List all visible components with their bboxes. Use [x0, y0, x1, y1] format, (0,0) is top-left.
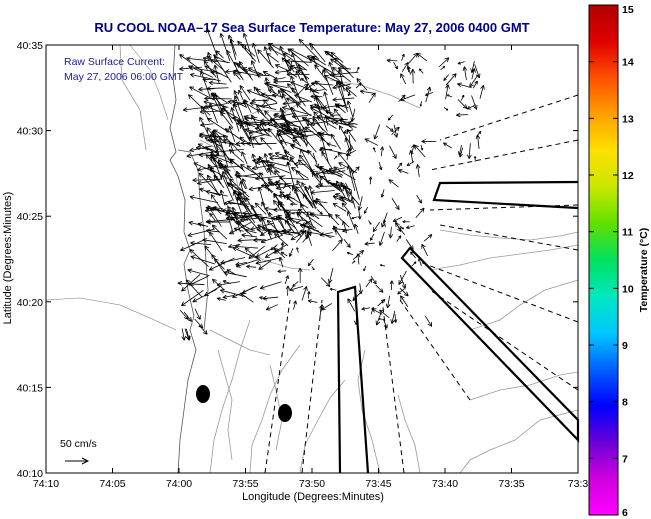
hf-radar-coverage-lines	[264, 94, 579, 474]
colorbar-tick-label: 14	[622, 57, 634, 69]
y-tick-label: 40:25	[17, 211, 43, 223]
current-annotation-line1: Raw Surface Current:	[64, 56, 165, 68]
bathymetry-contours	[119, 44, 579, 474]
y-axis-label: Latitude (Degrees:Minutes)	[2, 192, 14, 325]
colorbar-gradient	[588, 4, 619, 516]
buoy-marker-2	[278, 404, 292, 422]
colorbar-tick-label: 12	[622, 170, 634, 182]
x-tick-label: 73:35	[498, 478, 524, 490]
y-tick-label: 40:35	[17, 40, 43, 52]
y-tick-label: 40:20	[17, 297, 43, 309]
x-tick-label: 73:45	[365, 478, 391, 490]
colorbar-tick-label: 13	[622, 113, 634, 125]
map-title: RU COOL NOAA–17 Sea Surface Temperature:…	[94, 20, 529, 35]
x-tick-label: 73:40	[432, 478, 458, 490]
x-tick-label: 73:50	[299, 478, 325, 490]
colorbar-ticks: 15 14 13 12 11 10 9 8 7 6	[589, 4, 634, 519]
map-plot-area: 74:10 74:05 74:00 73:55 73:50 73:45 73:40 73:35…	[17, 28, 589, 490]
y-tick-label: 40:10	[17, 468, 43, 480]
surface-current-vectors	[177, 28, 485, 341]
colorbar-label: Temperature (°C)	[638, 228, 650, 313]
x-tick-label: 74:05	[99, 478, 125, 490]
current-annotation-line2: May 27, 2006 06:00 GMT	[64, 71, 184, 83]
colorbar-tick-label: 8	[622, 397, 628, 409]
vector-scale-label: 50 cm/s	[60, 438, 97, 450]
x-tick-label: 73:3	[568, 478, 589, 490]
buoy-marker-1	[196, 385, 210, 403]
x-axis-ticks: 74:10 74:05 74:00 73:55 73:50 73:45 73:40 73:35…	[33, 45, 589, 490]
colorbar-tick-label: 11	[622, 227, 633, 239]
colorbar-tick-label: 6	[622, 507, 628, 519]
colorbar-tick-label: 10	[622, 283, 634, 295]
colorbar: 15 14 13 12 11 10 9 8 7 6 Temperature (°C)	[588, 4, 650, 519]
x-tick-label: 74:10	[33, 478, 59, 490]
vector-scale-arrow	[65, 457, 90, 465]
colorbar-tick-label: 9	[622, 340, 628, 352]
y-tick-label: 40:15	[17, 382, 43, 394]
x-tick-label: 74:00	[166, 478, 192, 490]
colorbar-tick-label: 7	[622, 453, 628, 465]
y-axis-ticks: 40:35 40:30 40:25 40:20 40:15 40:10	[17, 40, 578, 480]
x-axis-label: Longitude (Degrees:Minutes)	[242, 491, 384, 503]
x-tick-label: 73:55	[232, 478, 258, 490]
y-tick-label: 40:30	[17, 126, 43, 138]
colorbar-tick-label: 15	[622, 4, 634, 16]
